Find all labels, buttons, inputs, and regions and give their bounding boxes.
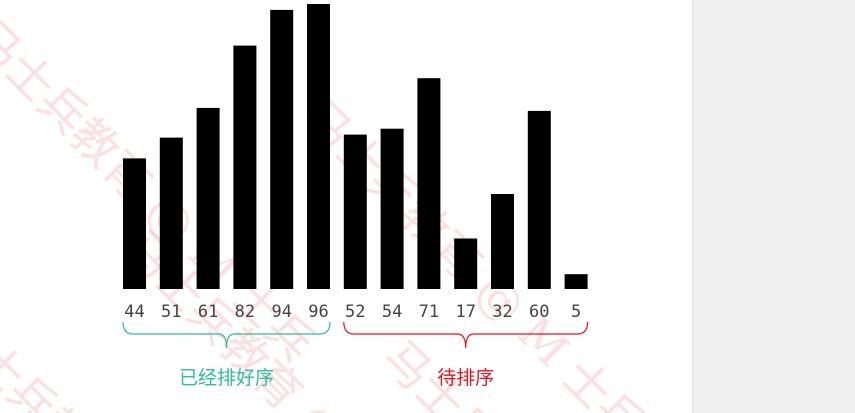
- bar-1: [159, 137, 183, 289]
- bar-2: [196, 107, 220, 290]
- group-bracket-1: [343, 321, 589, 349]
- tick-label-12: 5: [571, 302, 581, 322]
- bars: [123, 4, 588, 290]
- tick-label-10: 32: [492, 302, 512, 322]
- bar-4: [270, 9, 294, 290]
- bar-8: [417, 78, 441, 289]
- side-panel: [692, 0, 855, 413]
- bar-5: [307, 4, 330, 289]
- bar-10: [491, 194, 514, 289]
- group-label-1: 待排序: [437, 367, 494, 389]
- bar-12: [564, 274, 588, 289]
- tick-label-7: 54: [382, 302, 402, 322]
- bar-7: [380, 128, 404, 289]
- tick-label-9: 17: [455, 302, 475, 322]
- group-label-0: 已经排好序: [179, 367, 274, 389]
- tick-label-11: 60: [529, 302, 549, 322]
- group-brackets: 已经排好序 待排序: [122, 321, 589, 389]
- tick-label-2: 61: [198, 302, 218, 322]
- bar-6: [343, 134, 367, 289]
- bar-9: [454, 238, 478, 289]
- tick-labels: 44 51 61 82 94 96 52 54 71 17 32 60 5: [124, 302, 581, 322]
- bar-11: [527, 110, 551, 290]
- tick-label-8: 71: [419, 302, 439, 322]
- tick-label-4: 94: [271, 302, 291, 322]
- tick-label-0: 44: [124, 302, 144, 322]
- tick-label-3: 82: [235, 302, 255, 322]
- group-bracket-0: [122, 321, 331, 349]
- tick-label-6: 52: [345, 302, 365, 322]
- tick-label-1: 51: [161, 302, 181, 322]
- bar-3: [233, 45, 257, 289]
- tick-label-5: 96: [308, 302, 328, 322]
- bar-0: [123, 158, 146, 289]
